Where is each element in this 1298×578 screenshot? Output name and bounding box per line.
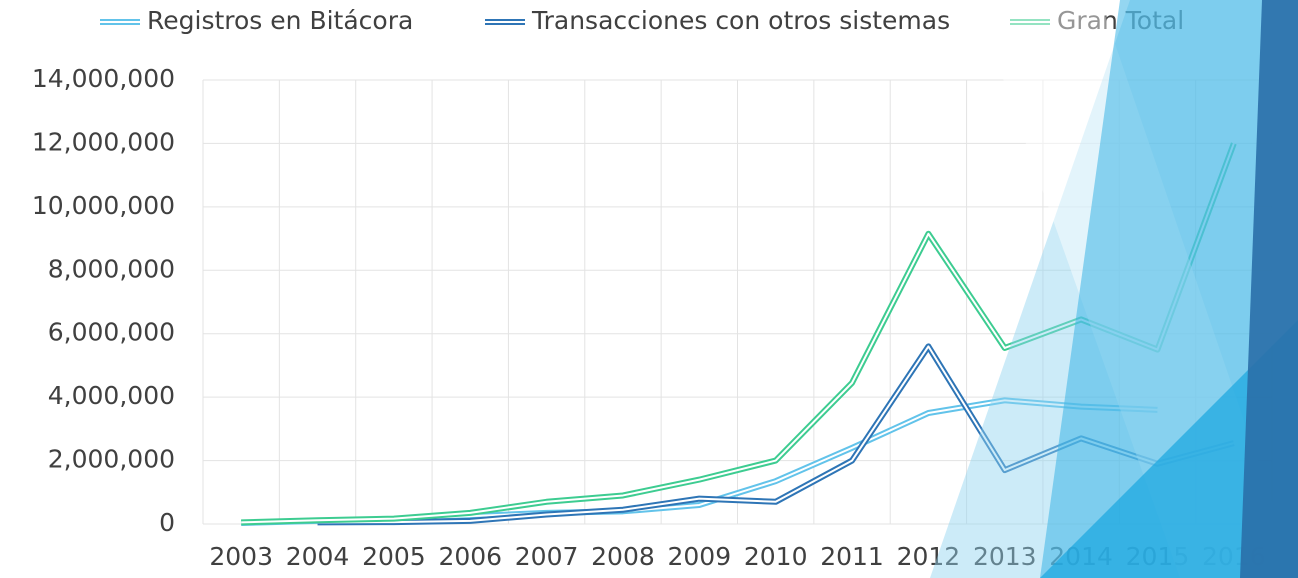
decor-shape [1240, 0, 1298, 578]
y-tick-label: 14,000,000 [32, 64, 175, 93]
x-tick-label: 2003 [209, 542, 273, 571]
y-tick-label: 4,000,000 [48, 381, 175, 410]
legend-label: Registros en Bitácora [147, 6, 413, 35]
x-tick-label: 2004 [286, 542, 350, 571]
y-tick-label: 10,000,000 [32, 191, 175, 220]
x-tick-label: 2006 [438, 542, 502, 571]
x-tick-label: 2008 [591, 542, 655, 571]
legend-label: Transacciones con otros sistemas [531, 6, 950, 35]
y-tick-label: 0 [159, 508, 175, 537]
x-tick-label: 2012 [897, 542, 961, 571]
series-line-inner [241, 143, 1235, 524]
y-tick-label: 12,000,000 [32, 127, 175, 156]
x-tick-label: 2007 [515, 542, 579, 571]
x-tick-label: 2011 [820, 542, 884, 571]
x-tick-label: 2010 [744, 542, 808, 571]
decor-shape [1040, 320, 1298, 578]
x-tick-label: 2013 [973, 542, 1037, 571]
y-tick-label: 8,000,000 [48, 254, 175, 283]
y-tick-label: 6,000,000 [48, 318, 175, 347]
x-tick-label: 2009 [668, 542, 732, 571]
x-tick-label: 2005 [362, 542, 426, 571]
y-tick-label: 2,000,000 [48, 445, 175, 474]
